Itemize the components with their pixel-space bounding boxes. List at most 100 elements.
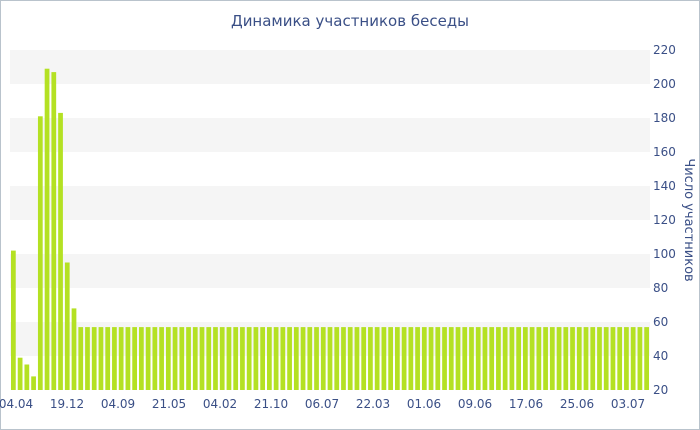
bar[interactable]	[496, 327, 501, 390]
bar[interactable]	[273, 327, 279, 390]
bar[interactable]	[523, 327, 528, 390]
bar[interactable]	[374, 327, 380, 390]
bar[interactable]	[469, 327, 474, 390]
bar[interactable]	[563, 327, 569, 390]
bar[interactable]	[401, 327, 407, 390]
bar[interactable]	[361, 327, 367, 390]
bar[interactable]	[421, 327, 427, 390]
bar[interactable]	[159, 327, 164, 390]
bar[interactable]	[549, 327, 555, 390]
bar[interactable]	[31, 376, 36, 390]
bar[interactable]	[51, 72, 57, 390]
bar[interactable]	[435, 327, 441, 390]
bar[interactable]	[192, 327, 198, 390]
bar[interactable]	[24, 364, 30, 391]
bar[interactable]	[610, 327, 616, 390]
y-tick-label: 80	[653, 281, 668, 295]
bar[interactable]	[287, 327, 292, 390]
bar[interactable]	[570, 327, 575, 390]
bar[interactable]	[368, 327, 373, 390]
bar[interactable]	[489, 327, 495, 390]
bar[interactable]	[341, 327, 346, 390]
bar[interactable]	[98, 327, 104, 390]
bar[interactable]	[172, 327, 178, 390]
bar[interactable]	[179, 327, 185, 390]
bar[interactable]	[327, 327, 333, 390]
bar[interactable]	[145, 327, 151, 390]
bar[interactable]	[58, 112, 63, 391]
bar[interactable]	[624, 327, 629, 390]
bar[interactable]	[320, 327, 326, 390]
bar[interactable]	[347, 327, 353, 390]
bar[interactable]	[280, 327, 286, 390]
bar[interactable]	[442, 327, 447, 390]
bar[interactable]	[233, 327, 239, 390]
bar[interactable]	[260, 327, 265, 390]
bar[interactable]	[37, 116, 43, 391]
bar[interactable]	[576, 327, 582, 390]
bar[interactable]	[354, 327, 360, 390]
bar[interactable]	[219, 327, 225, 390]
bar[interactable]	[482, 327, 488, 390]
bar[interactable]	[408, 327, 414, 390]
bar[interactable]	[17, 357, 23, 390]
bar[interactable]	[529, 327, 535, 390]
bar[interactable]	[388, 327, 393, 390]
bar[interactable]	[71, 308, 77, 390]
bar[interactable]	[448, 327, 454, 390]
y-tick-label: 60	[653, 315, 668, 329]
bar[interactable]	[462, 327, 468, 390]
bar[interactable]	[334, 327, 340, 390]
bar[interactable]	[307, 327, 313, 390]
bar[interactable]	[44, 68, 50, 390]
bar[interactable]	[556, 327, 562, 390]
bar[interactable]	[597, 327, 602, 390]
y-tick-label: 20	[653, 383, 668, 397]
bar[interactable]	[240, 327, 245, 390]
bar[interactable]	[152, 327, 158, 390]
bar[interactable]	[543, 327, 548, 390]
bar[interactable]	[516, 327, 521, 390]
bar[interactable]	[267, 327, 272, 390]
bar[interactable]	[509, 327, 515, 390]
bar[interactable]	[112, 327, 117, 390]
bar[interactable]	[186, 327, 191, 390]
bar[interactable]	[226, 327, 232, 390]
bar[interactable]	[314, 327, 319, 390]
bar[interactable]	[85, 327, 90, 390]
bar[interactable]	[91, 327, 97, 390]
bar[interactable]	[475, 327, 481, 390]
bar[interactable]	[644, 327, 649, 390]
bar[interactable]	[583, 327, 589, 390]
bar[interactable]	[118, 327, 124, 390]
bar[interactable]	[455, 327, 461, 390]
bar[interactable]	[603, 327, 609, 390]
bar[interactable]	[395, 327, 400, 390]
bar[interactable]	[206, 327, 212, 390]
bar[interactable]	[78, 327, 84, 390]
bar[interactable]	[637, 327, 643, 390]
bar[interactable]	[139, 327, 144, 390]
bar[interactable]	[428, 327, 434, 390]
bar[interactable]	[590, 327, 596, 390]
bar[interactable]	[64, 262, 70, 391]
bar[interactable]	[165, 327, 171, 390]
bar[interactable]	[132, 327, 137, 390]
bar[interactable]	[617, 327, 623, 390]
bar[interactable]	[300, 327, 306, 390]
bar[interactable]	[253, 327, 259, 390]
bar[interactable]	[415, 327, 420, 390]
bar[interactable]	[105, 327, 111, 390]
grid-band	[10, 254, 650, 288]
bar[interactable]	[246, 327, 252, 390]
bar[interactable]	[11, 250, 16, 390]
bar[interactable]	[199, 327, 205, 390]
bar[interactable]	[630, 327, 636, 390]
bar[interactable]	[381, 327, 387, 390]
bar[interactable]	[125, 327, 131, 390]
bar[interactable]	[293, 327, 299, 390]
bar[interactable]	[502, 327, 508, 390]
bar[interactable]	[213, 327, 218, 390]
y-tick-label: 220	[653, 43, 676, 57]
bar[interactable]	[536, 327, 542, 390]
